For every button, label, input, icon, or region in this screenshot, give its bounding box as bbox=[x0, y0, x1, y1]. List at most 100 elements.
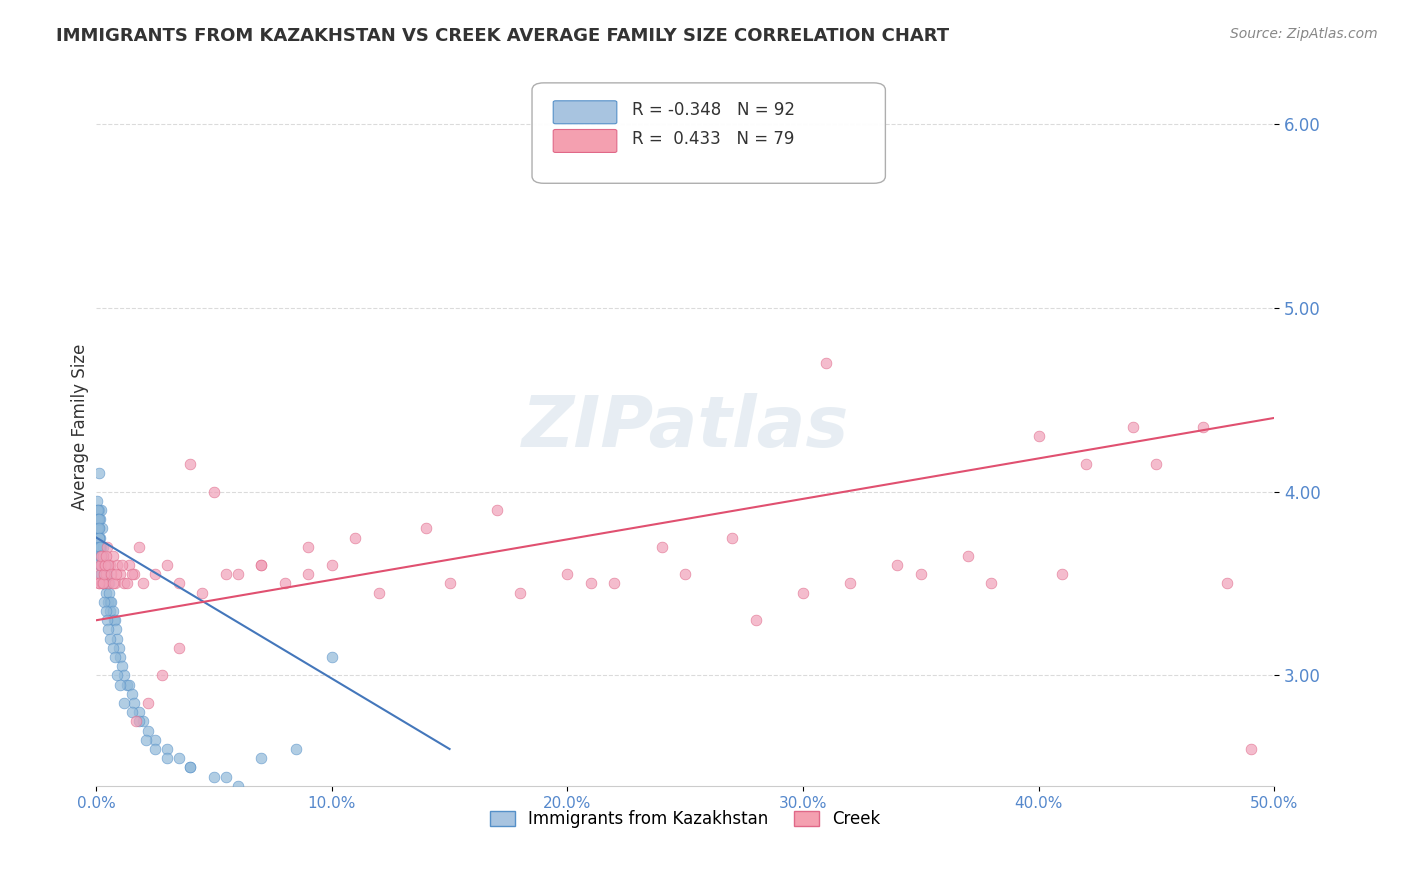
Point bbox=[128, 714, 150, 729]
Point bbox=[101, 604, 124, 618]
Point bbox=[94, 604, 117, 618]
Point bbox=[87, 531, 110, 545]
Point bbox=[1122, 420, 1144, 434]
Point bbox=[179, 760, 201, 774]
Point bbox=[179, 760, 201, 774]
Point bbox=[91, 576, 114, 591]
Point bbox=[367, 585, 389, 599]
Point bbox=[121, 687, 143, 701]
Point bbox=[156, 558, 179, 573]
Text: R = -0.348   N = 92: R = -0.348 N = 92 bbox=[633, 101, 796, 120]
Point bbox=[105, 623, 128, 637]
Point bbox=[910, 567, 932, 582]
Point bbox=[111, 558, 134, 573]
Point bbox=[125, 714, 148, 729]
Point bbox=[91, 576, 114, 591]
Point bbox=[98, 595, 121, 609]
Point bbox=[557, 567, 579, 582]
Point bbox=[107, 640, 129, 655]
Point bbox=[87, 512, 110, 526]
Point bbox=[121, 567, 143, 582]
Y-axis label: Average Family Size: Average Family Size bbox=[72, 344, 89, 510]
Point bbox=[1028, 429, 1050, 443]
Point bbox=[603, 576, 626, 591]
Point bbox=[89, 549, 111, 563]
Point bbox=[156, 751, 179, 765]
Point bbox=[105, 567, 128, 582]
Point bbox=[104, 613, 127, 627]
Point bbox=[91, 558, 114, 573]
Point bbox=[167, 640, 190, 655]
Point bbox=[415, 521, 437, 535]
Point bbox=[321, 558, 343, 573]
Point bbox=[250, 558, 273, 573]
Point bbox=[89, 531, 111, 545]
Point bbox=[98, 585, 121, 599]
Point bbox=[136, 723, 159, 738]
Point bbox=[101, 549, 124, 563]
Point bbox=[87, 576, 110, 591]
Text: ZIPatlas: ZIPatlas bbox=[522, 392, 849, 462]
Point bbox=[94, 558, 117, 573]
Point bbox=[792, 585, 814, 599]
Point bbox=[91, 549, 114, 563]
Point bbox=[100, 595, 122, 609]
Point bbox=[90, 558, 112, 573]
Point bbox=[1216, 576, 1239, 591]
Point bbox=[115, 576, 138, 591]
Point bbox=[94, 558, 117, 573]
Point bbox=[96, 576, 118, 591]
Point bbox=[122, 567, 145, 582]
Point bbox=[118, 678, 141, 692]
Point bbox=[114, 576, 136, 591]
Point bbox=[87, 512, 110, 526]
Point bbox=[89, 512, 111, 526]
Point bbox=[86, 503, 108, 517]
Point bbox=[167, 576, 190, 591]
Point bbox=[128, 705, 150, 719]
Point bbox=[136, 696, 159, 710]
Point bbox=[108, 678, 131, 692]
Point bbox=[91, 540, 114, 554]
Point bbox=[90, 558, 112, 573]
Point bbox=[118, 558, 141, 573]
Point bbox=[143, 567, 166, 582]
Point bbox=[1050, 567, 1073, 582]
Point bbox=[97, 576, 120, 591]
Point bbox=[90, 503, 112, 517]
Point bbox=[132, 714, 155, 729]
Point bbox=[104, 650, 127, 665]
Point bbox=[156, 742, 179, 756]
Point bbox=[93, 558, 115, 573]
Point bbox=[94, 585, 117, 599]
Point bbox=[93, 595, 115, 609]
Point bbox=[87, 531, 110, 545]
Point bbox=[96, 540, 118, 554]
Point bbox=[89, 558, 111, 573]
Point bbox=[956, 549, 979, 563]
Point bbox=[143, 742, 166, 756]
Point bbox=[101, 576, 124, 591]
Point bbox=[191, 585, 214, 599]
Point bbox=[215, 770, 238, 784]
Point bbox=[96, 567, 118, 582]
Point bbox=[115, 678, 138, 692]
Point bbox=[94, 567, 117, 582]
Point bbox=[98, 632, 121, 646]
Point bbox=[105, 668, 128, 682]
Point bbox=[121, 705, 143, 719]
Point bbox=[91, 521, 114, 535]
Point bbox=[104, 576, 127, 591]
Point bbox=[91, 576, 114, 591]
Text: Source: ZipAtlas.com: Source: ZipAtlas.com bbox=[1230, 27, 1378, 41]
Point bbox=[91, 567, 114, 582]
Point bbox=[93, 567, 115, 582]
Point bbox=[745, 613, 768, 627]
Point bbox=[132, 576, 155, 591]
FancyBboxPatch shape bbox=[553, 101, 617, 124]
Point bbox=[839, 576, 862, 591]
Point bbox=[96, 613, 118, 627]
Point bbox=[150, 668, 173, 682]
Point bbox=[87, 521, 110, 535]
Point bbox=[105, 632, 128, 646]
